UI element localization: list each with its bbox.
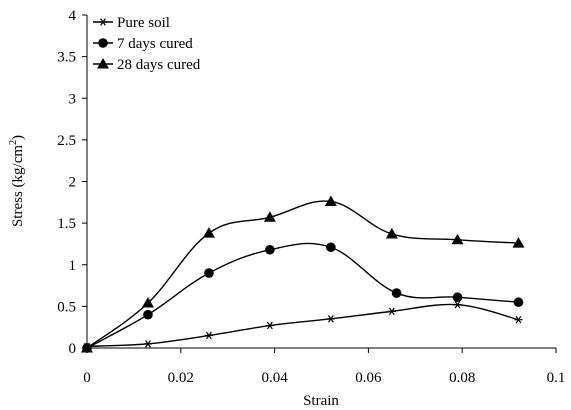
series-line [86, 303, 519, 348]
x-tick-label: 0.04 [261, 370, 288, 386]
data-point [81, 342, 93, 353]
x-ticks: 0 0.02 0.04 0.06 0.08 0.1 [83, 348, 565, 386]
data-point [451, 233, 464, 245]
data-point [263, 211, 276, 222]
series-line [86, 200, 519, 349]
data-point [391, 288, 402, 298]
legend-item: 7 days cured [93, 36, 193, 52]
data-point [512, 237, 525, 248]
y-axis-label-main: Stress (kg/cm [10, 145, 26, 227]
legend-label: 28 days cured [117, 57, 201, 73]
y-tick-label: 2.5 [57, 133, 76, 149]
legend-label: Pure soil [117, 15, 170, 31]
legend-marker [98, 38, 108, 48]
y-tick-label: 3.5 [57, 50, 76, 66]
data-point [452, 292, 463, 303]
y-tick-label: 2 [69, 175, 77, 191]
y-ticks: 0 0.5 1 1.5 2 2.5 3 3.5 4 [57, 8, 87, 357]
x-tick-label: 0.08 [449, 370, 475, 386]
y-tick-label: 1.5 [57, 216, 76, 232]
x-tick-label: 0.06 [355, 370, 382, 386]
x-tick-label: 0.02 [168, 370, 194, 386]
data-point [324, 195, 337, 206]
y-tick-label: 4 [69, 8, 77, 24]
data-point [202, 227, 215, 238]
y-axis-label-close: ) [10, 135, 26, 140]
data-point [204, 331, 213, 340]
legend-marker [97, 58, 109, 69]
series-circle [82, 242, 524, 353]
data-point [265, 244, 275, 255]
x-tick-label: 0.1 [547, 370, 566, 386]
data-point [143, 340, 152, 348]
legend: Pure soil 7 days cured 28 days cured [93, 15, 201, 73]
data-point [143, 309, 153, 320]
data-point [265, 321, 274, 330]
data-point [387, 307, 396, 316]
series-triangle [81, 195, 525, 353]
series-layer [81, 195, 525, 353]
y-tick-label: 0.5 [57, 299, 76, 315]
data-point [385, 227, 398, 239]
data-point [326, 315, 335, 323]
y-tick-label: 0 [69, 341, 77, 357]
legend-marker [99, 18, 107, 26]
x-tick-label: 0 [83, 370, 91, 386]
legend-item: 28 days cured [93, 57, 201, 73]
y-tick-label: 1 [69, 258, 77, 274]
data-point [453, 300, 462, 309]
data-point [326, 242, 336, 253]
data-point [141, 297, 154, 308]
legend-item: Pure soil [93, 15, 170, 31]
y-tick-label: 3 [69, 91, 77, 107]
y-axis-label-superscript: 2 [8, 140, 19, 145]
legend-label: 7 days cured [117, 36, 193, 52]
series-asterisk [83, 300, 523, 351]
data-point [514, 315, 523, 324]
x-axis-label: Strain [303, 393, 339, 409]
data-point [513, 297, 524, 308]
y-axis-label: Stress (kg/cm2) [8, 135, 26, 227]
data-point [204, 268, 214, 278]
